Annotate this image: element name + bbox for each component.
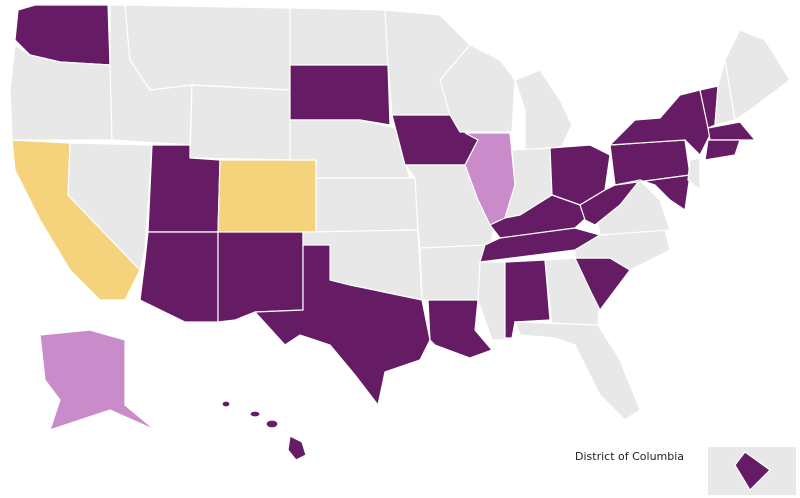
dc-inset: District of Columbia (575, 447, 796, 495)
state (315, 177, 419, 233)
state (419, 244, 486, 301)
state (579, 179, 642, 226)
state (289, 7, 389, 66)
state (217, 231, 304, 323)
state (189, 84, 291, 161)
state (439, 44, 516, 133)
state (139, 231, 219, 323)
state (39, 329, 156, 431)
island (249, 410, 261, 418)
state (427, 299, 494, 359)
state (67, 142, 153, 272)
state (707, 121, 757, 141)
state (124, 4, 291, 91)
state (514, 321, 641, 421)
state (217, 159, 317, 233)
state (514, 69, 573, 151)
state (724, 29, 791, 122)
inset-label: District of Columbia (575, 450, 684, 463)
island (221, 400, 231, 408)
states (9, 4, 791, 461)
dc (734, 451, 771, 491)
state (687, 157, 701, 192)
island (265, 419, 279, 429)
state (477, 261, 506, 341)
state (704, 139, 741, 161)
state (253, 244, 431, 407)
state (289, 64, 391, 126)
island (287, 435, 307, 461)
